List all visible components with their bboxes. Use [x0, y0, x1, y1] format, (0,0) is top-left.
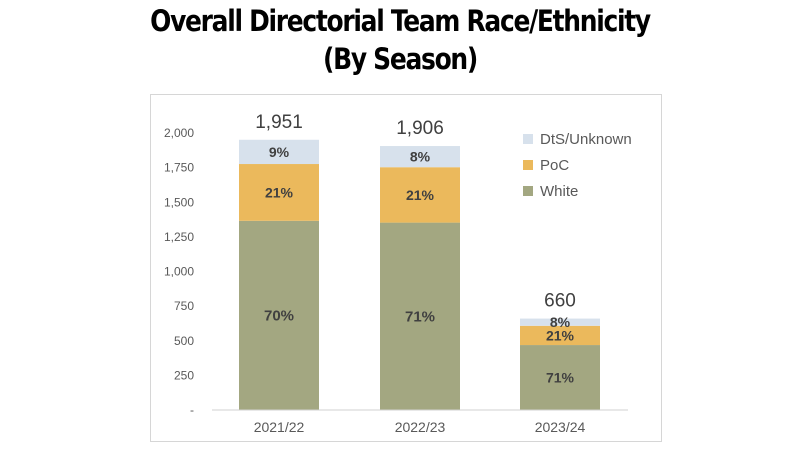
bar-segment-white: [520, 345, 600, 410]
legend-label: DtS/Unknown: [540, 131, 632, 148]
chart-title: Overall Directorial Team Race/Ethnicity: [150, 4, 651, 38]
segment-label: 21%: [265, 184, 294, 200]
x-tick-label: 2022/23: [395, 419, 446, 435]
bar-segment-poc: [520, 325, 600, 346]
bar-segment-dts-unknown: [239, 139, 319, 165]
bar-segment-white: [380, 222, 460, 410]
y-tick-label: 1,500: [164, 195, 194, 209]
bar-segment-dts-unknown: [520, 318, 600, 326]
legend-label: PoC: [540, 157, 569, 174]
y-tick-label: -: [190, 403, 194, 417]
segment-label: 21%: [406, 187, 435, 203]
chart-subtitle: (By Season): [322, 42, 478, 76]
total-label: 660: [544, 291, 576, 312]
y-tick-label: 750: [174, 299, 194, 313]
segment-label: 8%: [410, 149, 431, 165]
legend-label: White: [540, 183, 578, 200]
segment-label: 8%: [550, 314, 571, 330]
plot-frame: [150, 94, 662, 442]
bar-segment-poc: [239, 164, 319, 221]
legend-swatch: [523, 160, 533, 170]
bar-segment-dts-unknown: [380, 146, 460, 168]
y-tick-label: 1,000: [164, 265, 194, 279]
total-label: 1,906: [396, 118, 444, 139]
segment-label: 21%: [546, 327, 575, 343]
y-tick-label: 1,250: [164, 230, 194, 244]
total-label: 1,951: [255, 112, 303, 133]
bar-segment-white: [239, 220, 319, 410]
segment-label: 71%: [405, 308, 435, 325]
segment-label: 9%: [269, 144, 290, 160]
segment-label: 70%: [264, 307, 294, 324]
y-tick-label: 250: [174, 368, 194, 382]
legend-swatch: [523, 186, 533, 196]
x-tick-label: 2023/24: [535, 419, 586, 435]
y-tick-label: 2,000: [164, 126, 194, 140]
y-tick-label: 500: [174, 334, 194, 348]
x-tick-label: 2021/22: [254, 419, 305, 435]
y-tick-label: 1,750: [164, 161, 194, 175]
bar-segment-poc: [380, 167, 460, 223]
legend-swatch: [523, 134, 533, 144]
segment-label: 71%: [546, 370, 575, 386]
